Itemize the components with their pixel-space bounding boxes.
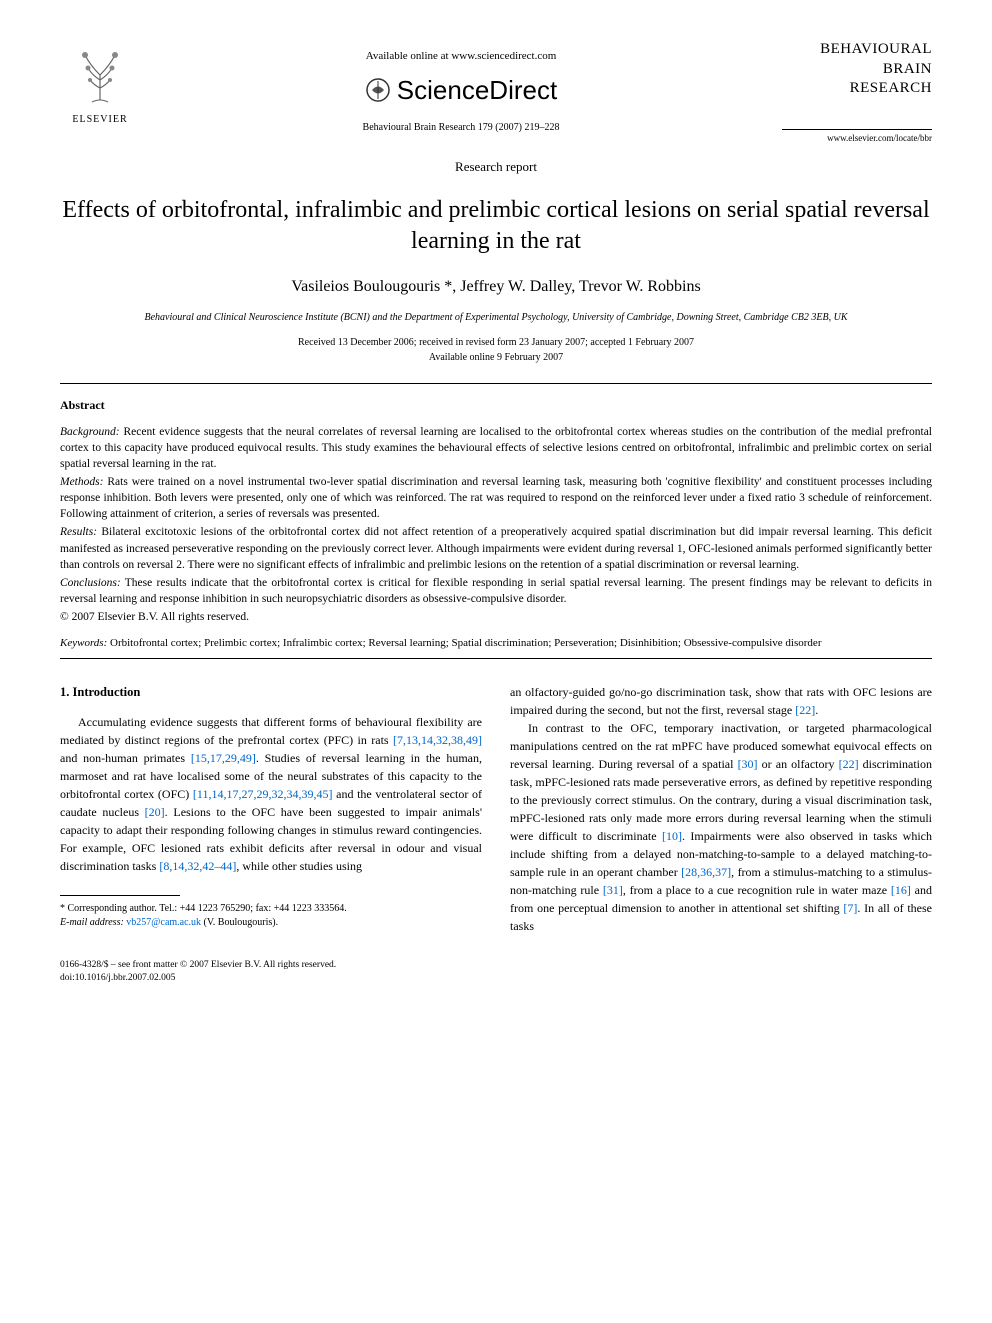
citation-link[interactable]: [20] xyxy=(145,805,165,819)
abstract-text: Bilateral excitotoxic lesions of the orb… xyxy=(60,526,932,570)
intro-paragraph-2: In contrast to the OFC, temporary inacti… xyxy=(510,719,932,935)
footnote-separator xyxy=(60,895,180,896)
journal-title-line: BRAIN xyxy=(782,60,932,80)
page-footer: 0166-4328/$ – see front matter © 2007 El… xyxy=(60,959,932,986)
dates-received: Received 13 December 2006; received in r… xyxy=(60,335,932,350)
footnote-email-line: E-mail address: vb257@cam.ac.uk (V. Boul… xyxy=(60,916,482,930)
journal-url: www.elsevier.com/locate/bbr xyxy=(782,129,932,146)
citation-link[interactable]: [30] xyxy=(738,757,758,771)
citation-link[interactable]: [15,17,29,49] xyxy=(191,751,256,765)
left-column: 1. Introduction Accumulating evidence su… xyxy=(60,683,482,935)
email-author: (V. Boulougouris). xyxy=(201,917,278,928)
keywords-label: Keywords: xyxy=(60,637,107,649)
body-text: , from a place to a cue recognition rule… xyxy=(623,883,891,897)
citation-link[interactable]: [31] xyxy=(603,883,623,897)
abstract-heading: Abstract xyxy=(60,396,932,414)
abstract-text: These results indicate that the orbitofr… xyxy=(60,577,932,605)
article-title: Effects of orbitofrontal, infralimbic an… xyxy=(60,195,932,257)
available-online-text: Available online at www.sciencedirect.co… xyxy=(140,48,782,65)
keywords-text: Orbitofrontal cortex; Prelimbic cortex; … xyxy=(107,637,821,649)
authors-text: Vasileios Boulougouris *, Jeffrey W. Dal… xyxy=(291,278,700,295)
abstract-lead: Results: xyxy=(60,526,97,538)
journal-title-line: BEHAVIOURAL xyxy=(782,40,932,60)
sciencedirect-icon xyxy=(365,77,391,103)
footnote-tel: * Corresponding author. Tel.: +44 1223 7… xyxy=(60,902,482,916)
abstract-results: Results: Bilateral excitotoxic lesions o… xyxy=(60,524,932,572)
affiliation: Behavioural and Clinical Neuroscience In… xyxy=(60,311,932,325)
citation-link[interactable]: [22] xyxy=(795,703,815,717)
journal-title-block: BEHAVIOURAL BRAIN RESEARCH www.elsevier.… xyxy=(782,40,932,145)
abstract-conclusions: Conclusions: These results indicate that… xyxy=(60,575,932,607)
divider xyxy=(60,383,932,384)
body-text: . xyxy=(815,703,818,717)
divider xyxy=(60,658,932,659)
body-text: or an olfactory xyxy=(758,757,839,771)
body-columns: 1. Introduction Accumulating evidence su… xyxy=(60,683,932,935)
sciencedirect-text: ScienceDirect xyxy=(397,71,557,110)
citation-link[interactable]: [7] xyxy=(843,901,857,915)
email-link[interactable]: vb257@cam.ac.uk xyxy=(124,917,201,928)
article-dates: Received 13 December 2006; received in r… xyxy=(60,335,932,365)
abstract-lead: Methods: xyxy=(60,476,103,488)
citation-link[interactable]: [16] xyxy=(891,883,911,897)
keywords: Keywords: Orbitofrontal cortex; Prelimbi… xyxy=(60,636,932,651)
citation-link[interactable]: [7,13,14,32,38,49] xyxy=(393,733,482,747)
abstract-text: Rats were trained on a novel instrumenta… xyxy=(60,476,932,520)
right-column: an olfactory-guided go/no-go discriminat… xyxy=(510,683,932,935)
abstract-text: Recent evidence suggests that the neural… xyxy=(60,426,932,470)
email-label: E-mail address: xyxy=(60,917,124,928)
elsevier-logo-block: ELSEVIER xyxy=(60,40,140,127)
authors-line: Vasileios Boulougouris *, Jeffrey W. Dal… xyxy=(60,275,932,299)
abstract-methods: Methods: Rats were trained on a novel in… xyxy=(60,474,932,522)
corresponding-author-footnote: * Corresponding author. Tel.: +44 1223 7… xyxy=(60,902,482,930)
elsevier-tree-icon xyxy=(70,40,130,110)
center-header: Available online at www.sciencedirect.co… xyxy=(140,40,782,135)
body-text: an olfactory-guided go/no-go discriminat… xyxy=(510,685,932,717)
journal-header: ELSEVIER Available online at www.science… xyxy=(60,40,932,145)
sciencedirect-brand: ScienceDirect xyxy=(140,71,782,110)
citation-link[interactable]: [11,14,17,27,29,32,34,39,45] xyxy=(193,787,333,801)
footer-frontmatter: 0166-4328/$ – see front matter © 2007 El… xyxy=(60,959,932,972)
journal-title-line: RESEARCH xyxy=(782,79,932,99)
citation-link[interactable]: [22] xyxy=(839,757,859,771)
abstract-background: Background: Recent evidence suggests tha… xyxy=(60,424,932,472)
citation-link[interactable]: [10] xyxy=(662,829,682,843)
intro-paragraph: Accumulating evidence suggests that diff… xyxy=(60,713,482,875)
abstract-copyright: © 2007 Elsevier B.V. All rights reserved… xyxy=(60,609,932,626)
elsevier-label: ELSEVIER xyxy=(72,112,127,127)
journal-citation: Behavioural Brain Research 179 (2007) 21… xyxy=(140,120,782,135)
intro-heading: 1. Introduction xyxy=(60,683,482,702)
citation-link[interactable]: [28,36,37] xyxy=(681,865,731,879)
intro-paragraph-cont: an olfactory-guided go/no-go discriminat… xyxy=(510,683,932,719)
footer-doi: doi:10.1016/j.bbr.2007.02.005 xyxy=(60,972,932,985)
journal-title: BEHAVIOURAL BRAIN RESEARCH xyxy=(782,40,932,99)
dates-online: Available online 9 February 2007 xyxy=(60,350,932,365)
body-text: , while other studies using xyxy=(236,859,362,873)
abstract-lead: Conclusions: xyxy=(60,577,121,589)
article-type: Research report xyxy=(60,157,932,177)
citation-link[interactable]: [8,14,32,42–44] xyxy=(159,859,236,873)
body-text: and non-human primates xyxy=(60,751,191,765)
abstract-lead: Background: xyxy=(60,426,120,438)
